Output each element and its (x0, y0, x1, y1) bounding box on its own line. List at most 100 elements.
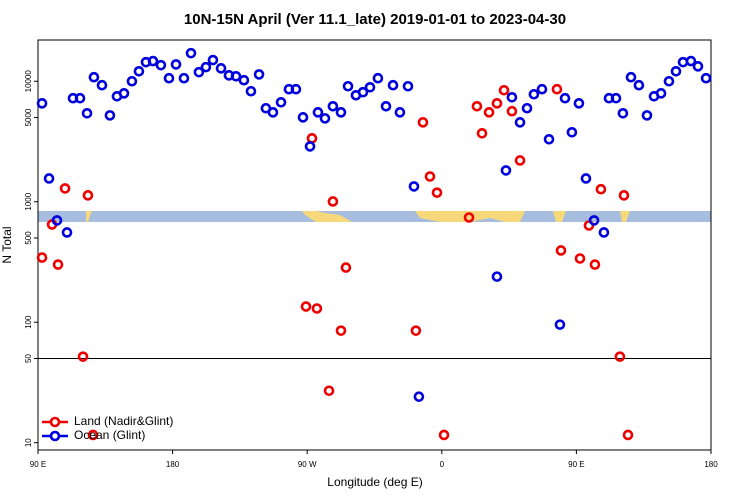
point (566, 127, 578, 138)
point (81, 108, 93, 119)
point (554, 319, 566, 330)
point (327, 100, 339, 112)
point (514, 117, 526, 128)
point (335, 107, 347, 118)
point (290, 83, 302, 95)
point (126, 75, 138, 87)
y-tick-label: 100 (24, 315, 33, 329)
point (380, 100, 392, 112)
legend-marker (49, 430, 61, 442)
point (104, 110, 116, 121)
point (410, 325, 422, 336)
point (559, 92, 571, 104)
point (617, 108, 629, 119)
point (483, 107, 495, 118)
point (655, 88, 667, 99)
point (51, 215, 63, 226)
point (36, 98, 48, 109)
land-shape (86, 211, 92, 222)
point (300, 301, 312, 312)
y-axis-label: N Total (0, 226, 14, 263)
point (670, 65, 682, 77)
point (692, 61, 704, 72)
point (536, 83, 548, 95)
point (589, 259, 601, 270)
point (402, 80, 414, 92)
point (394, 107, 406, 118)
point (306, 133, 318, 144)
point (230, 70, 242, 82)
point (133, 65, 145, 77)
point (215, 63, 227, 74)
legend-label: Land (Nadir&Glint) (74, 414, 173, 428)
point (238, 74, 250, 86)
chart-title: 10N-15N April (Ver 11.1_late) 2019-01-01… (184, 11, 566, 28)
point (387, 79, 399, 91)
x-tick-label: 180 (166, 460, 180, 469)
point (424, 171, 436, 182)
land-shape (415, 211, 525, 222)
y-tick-label: 1000 (24, 192, 33, 210)
point (36, 252, 48, 263)
point (528, 88, 540, 100)
point (77, 351, 89, 362)
point (463, 212, 475, 223)
point (622, 429, 634, 441)
point (498, 84, 510, 96)
y-tick-label: 500 (24, 231, 33, 245)
point (408, 181, 420, 192)
point (364, 81, 376, 93)
point (610, 92, 622, 104)
point (163, 72, 175, 84)
point (431, 187, 443, 198)
point (618, 190, 630, 201)
point (82, 190, 94, 201)
point (700, 72, 712, 84)
point (514, 155, 526, 166)
x-axis-label: Longitude (deg E) (327, 475, 422, 489)
point (327, 196, 339, 207)
point (663, 75, 675, 87)
point (471, 100, 483, 112)
point (297, 112, 309, 123)
x-tick-label: 90 E (30, 460, 46, 469)
point (267, 107, 279, 118)
point (506, 105, 518, 117)
point (88, 71, 100, 83)
point (74, 92, 86, 104)
point (253, 69, 265, 80)
point (588, 215, 600, 226)
legend-label: Ocean (Glint) (74, 428, 145, 442)
point (491, 271, 503, 282)
point (170, 59, 182, 70)
point (357, 86, 369, 98)
point (340, 262, 352, 273)
point (574, 253, 586, 264)
point (118, 88, 130, 99)
point (342, 80, 354, 92)
point (59, 183, 71, 194)
point (319, 113, 331, 124)
point (413, 391, 425, 402)
point (335, 325, 347, 336)
point (61, 227, 73, 238)
y-tick-label: 10 (24, 438, 33, 447)
point (207, 54, 219, 66)
point (96, 79, 108, 91)
map-strip (38, 211, 711, 222)
point (43, 173, 55, 184)
legend-marker (49, 416, 61, 428)
point (185, 47, 197, 59)
point (491, 98, 503, 109)
point (147, 55, 159, 67)
point (633, 79, 645, 91)
point (178, 72, 190, 84)
point (52, 259, 64, 270)
x-tick-label: 90 E (568, 460, 584, 469)
point (87, 429, 99, 441)
land-shape (620, 211, 630, 222)
y-tick-label: 50 (24, 354, 33, 363)
x-tick-label: 0 (440, 460, 445, 469)
point (476, 127, 488, 139)
